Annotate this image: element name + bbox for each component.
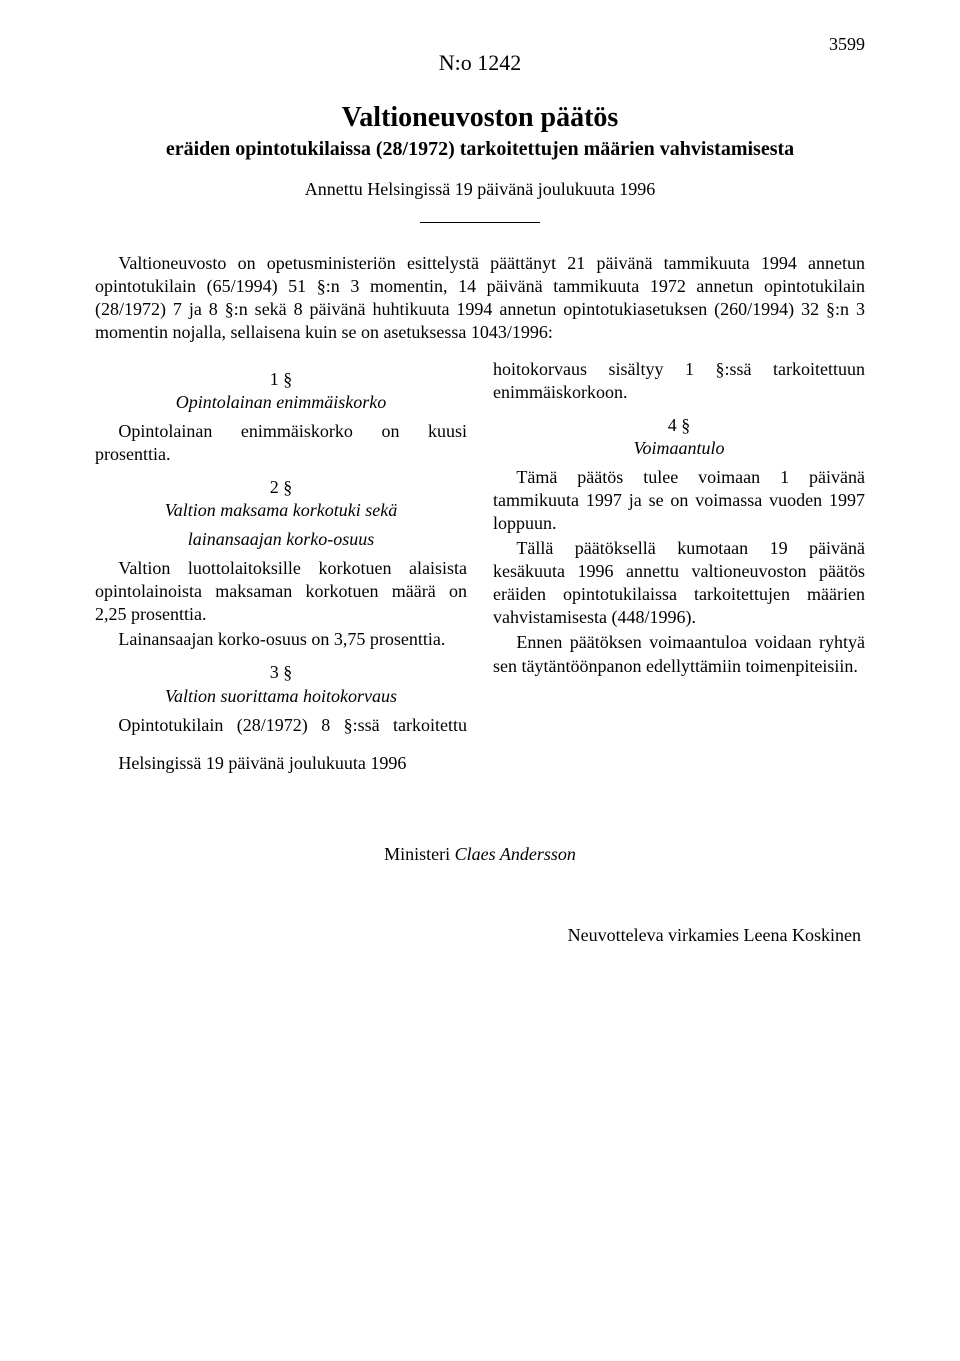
section-2-paragraph-1: Valtion luottolaitoksille korkotuen alai… bbox=[95, 557, 467, 626]
section-2-heading-line1: Valtion maksama korkotuki sekä bbox=[95, 499, 467, 522]
section-3-number: 3 § bbox=[95, 661, 467, 684]
section-2-heading-line2: lainansaajan korko-osuus bbox=[95, 528, 467, 551]
page-number: 3599 bbox=[829, 34, 865, 55]
body-columns: 1 § Opintolainan enimmäiskorko Opintolai… bbox=[95, 358, 865, 738]
document-subtitle: eräiden opintotukilaissa (28/1972) tarko… bbox=[95, 138, 865, 161]
preamble: Valtioneuvosto on opetusministeriön esit… bbox=[95, 252, 865, 344]
minister-role: Ministeri bbox=[384, 844, 455, 864]
section-4-paragraph-1: Tämä päätös tulee voimaan 1 päivänä tamm… bbox=[493, 466, 865, 535]
document-title: Valtioneuvoston päätös bbox=[95, 102, 865, 134]
section-4-paragraph-3: Ennen päätöksen voimaantuloa voidaan ryh… bbox=[493, 631, 865, 677]
section-3-continuation: hoitokorvaus sisältyy 1 §:ssä tarkoitett… bbox=[493, 358, 865, 404]
document-number: N:o 1242 bbox=[95, 50, 865, 76]
section-1-number: 1 § bbox=[95, 368, 467, 391]
section-1-paragraph: Opintolainan enimmäiskorko on kuusi pros… bbox=[95, 420, 467, 466]
section-2-paragraph-2: Lainansaajan korko-osuus on 3,75 prosent… bbox=[95, 628, 467, 651]
closing-place-date: Helsingissä 19 päivänä joulukuuta 1996 bbox=[95, 753, 865, 774]
given-line: Annettu Helsingissä 19 päivänä joulukuut… bbox=[95, 179, 865, 200]
official-signature: Neuvotteleva virkamies Leena Koskinen bbox=[95, 925, 865, 946]
section-1-heading: Opintolainan enimmäiskorko bbox=[95, 391, 467, 414]
minister-signature: Ministeri Claes Andersson bbox=[95, 844, 865, 865]
section-4-paragraph-2: Tällä päätöksellä kumotaan 19 päivänä ke… bbox=[493, 537, 865, 629]
section-2-number: 2 § bbox=[95, 476, 467, 499]
horizontal-rule bbox=[95, 210, 865, 228]
left-column: 1 § Opintolainan enimmäiskorko Opintolai… bbox=[95, 358, 467, 738]
section-4-number: 4 § bbox=[493, 414, 865, 437]
section-3-paragraph: Opintotukilain (28/1972) 8 §:ssä tarkoit… bbox=[95, 714, 467, 737]
section-4-heading: Voimaantulo bbox=[493, 437, 865, 460]
minister-name: Claes Andersson bbox=[455, 844, 576, 864]
section-3-heading: Valtion suorittama hoitokorvaus bbox=[95, 685, 467, 708]
right-column: hoitokorvaus sisältyy 1 §:ssä tarkoitett… bbox=[493, 358, 865, 738]
